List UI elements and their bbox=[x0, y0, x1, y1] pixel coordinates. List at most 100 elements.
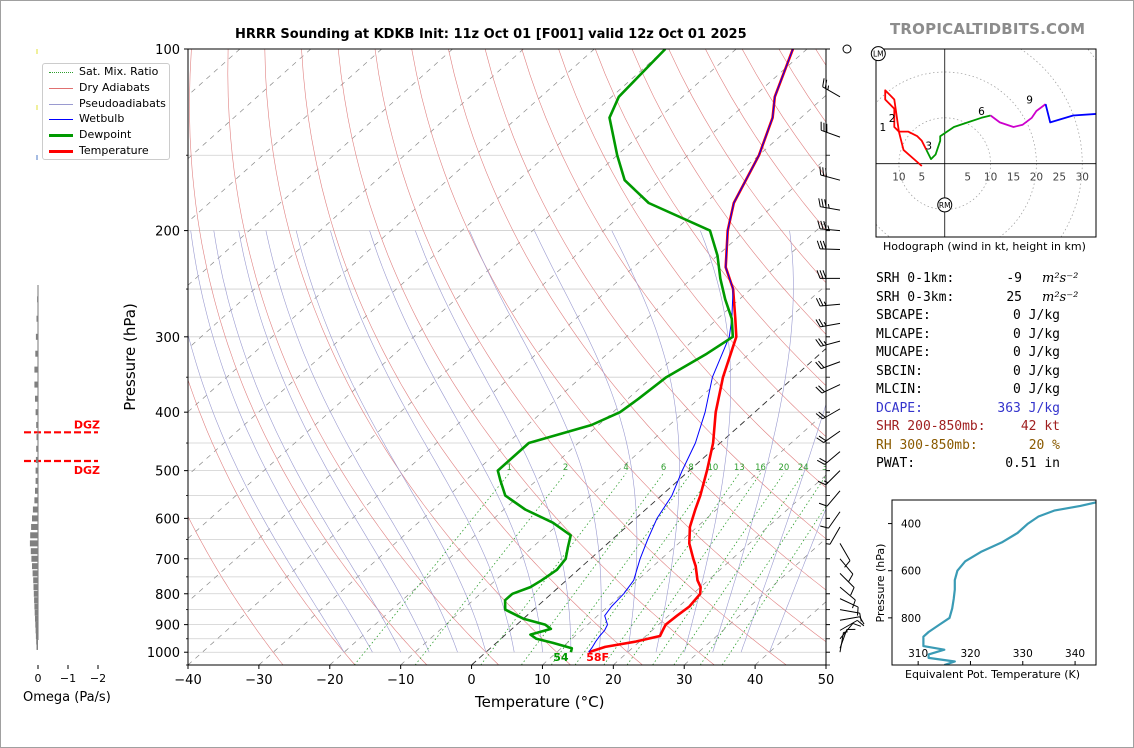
x-tick-label: 0 bbox=[467, 673, 475, 688]
isotherm-line bbox=[188, 49, 737, 539]
hodograph-caption: Hodograph (wind in kt, height in km) bbox=[883, 240, 1086, 253]
stat-value: 25 bbox=[1006, 289, 1022, 305]
theta-e-xlabel: Equivalent Pot. Temperature (K) bbox=[905, 668, 1080, 681]
hodograph-tick-label: 10 bbox=[984, 172, 997, 184]
legend-label: Temperature bbox=[79, 143, 149, 157]
pseudoadiabat-line bbox=[684, 230, 732, 653]
mixing-ratio-label: 13 bbox=[734, 463, 745, 473]
hodograph-segment bbox=[884, 89, 928, 167]
legend-item-dry-adiabats: Dry Adiabats bbox=[43, 80, 169, 96]
dry-adiabat-line bbox=[264, 49, 571, 665]
barb-flag bbox=[824, 199, 827, 208]
stat-key: SBCAPE: bbox=[876, 308, 931, 323]
stat-key: MLCIN: bbox=[876, 382, 923, 397]
pseudoadiabat-line bbox=[534, 230, 638, 653]
barb-shaft bbox=[822, 86, 841, 98]
pseudoadiabat-line bbox=[712, 230, 794, 653]
mixing-ratio-line bbox=[574, 473, 714, 665]
theta-e-ylabel: Pressure (hPa) bbox=[874, 544, 887, 623]
omega-bar bbox=[36, 445, 38, 452]
barb-flag bbox=[844, 560, 851, 568]
profile-temperature bbox=[588, 49, 795, 654]
stat-key: SHR 200-850mb: bbox=[876, 419, 986, 434]
mixing-ratio-label: 30 bbox=[822, 463, 833, 473]
legend-label: Dry Adiabats bbox=[79, 80, 150, 94]
dry-adiabat-line bbox=[188, 515, 284, 665]
theta-e-x-tick-label: 310 bbox=[908, 648, 928, 660]
legend-item-pseudoadiabats: Pseudoadiabats bbox=[43, 96, 169, 112]
omega-bar bbox=[30, 548, 38, 555]
stat-key: SRH 0-1km: bbox=[876, 271, 955, 286]
isotherm-line bbox=[188, 49, 453, 286]
barb-flag bbox=[815, 386, 823, 394]
y-tick-label: 400 bbox=[155, 406, 180, 421]
stat-value: 42 kt bbox=[1020, 419, 1060, 434]
barb-flag bbox=[823, 221, 827, 230]
hodograph-trace bbox=[884, 89, 1096, 167]
mixing-ratio-line bbox=[721, 505, 826, 665]
omega-bar bbox=[32, 570, 38, 577]
pseudoadiabat-line bbox=[369, 230, 543, 653]
barb-flag bbox=[815, 339, 822, 347]
pseudoadiabat-line bbox=[330, 230, 515, 653]
skewt-ylabel: Pressure (hPa) bbox=[121, 303, 139, 411]
barb-flag bbox=[815, 413, 823, 420]
legend: Sat. Mix. Ratio Dry Adiabats Pseudoadiab… bbox=[42, 63, 170, 160]
omega-bar bbox=[35, 350, 38, 357]
barb-flag bbox=[815, 298, 821, 307]
isotherm-line bbox=[613, 474, 826, 665]
y-tick-label: 600 bbox=[155, 512, 180, 527]
surface-dewpoint-label: 54 bbox=[553, 651, 569, 664]
dgz-label: DGZ bbox=[74, 464, 100, 477]
x-tick-label: −20 bbox=[316, 673, 343, 688]
barb-half bbox=[827, 203, 830, 209]
omega-tick-label: 0 bbox=[35, 672, 42, 685]
stat-key: SBCIN: bbox=[876, 363, 923, 379]
chart-title: HRRR Sounding at KDKB Init: 11z Oct 01 [… bbox=[235, 27, 747, 42]
skewt-profile-lines bbox=[496, 49, 795, 654]
dry-adiabat-line bbox=[189, 49, 428, 665]
dry-adiabat-line bbox=[1109, 49, 1134, 665]
barb-flag bbox=[852, 622, 862, 627]
omega-bar bbox=[36, 315, 38, 322]
barb-flag bbox=[822, 270, 827, 279]
omega-bar bbox=[36, 638, 38, 645]
pseudoadiabat-line bbox=[238, 230, 430, 653]
barb-flag bbox=[825, 168, 827, 177]
legend-label: Dewpoint bbox=[79, 128, 132, 142]
stat-value: 0 J/kg bbox=[1013, 363, 1060, 379]
pseudoadiabat-line bbox=[769, 507, 826, 653]
pseudoadiabat-line bbox=[190, 230, 373, 653]
stat-value: -9 bbox=[1006, 271, 1022, 286]
omega-bar bbox=[32, 563, 38, 570]
legend-swatch bbox=[49, 134, 73, 138]
barb-flag bbox=[816, 437, 824, 444]
x-tick-label: 30 bbox=[676, 673, 693, 688]
dry-adiabat-line bbox=[337, 49, 715, 665]
barb-shaft bbox=[821, 384, 841, 394]
stat-key: MLCAPE: bbox=[876, 326, 931, 342]
barb-flag bbox=[850, 587, 855, 596]
omega-bar bbox=[35, 621, 38, 628]
barb-shaft bbox=[821, 361, 841, 370]
omega-bar bbox=[37, 296, 39, 303]
theta-e-y-tick-label: 600 bbox=[901, 566, 921, 578]
dgz-label: DGZ bbox=[74, 418, 100, 431]
legend-item-wetbulb: Wetbulb bbox=[43, 111, 169, 127]
barb-shaft bbox=[839, 632, 844, 653]
mixing-ratio-label: 10 bbox=[707, 463, 718, 473]
y-tick-label: 200 bbox=[155, 225, 180, 240]
legend-swatch bbox=[49, 119, 73, 121]
hodograph-height-label: 1 bbox=[880, 122, 887, 134]
omega-bar bbox=[34, 603, 38, 610]
omega-bar bbox=[31, 555, 38, 562]
barb-shaft bbox=[829, 526, 841, 545]
barb-half bbox=[843, 631, 848, 634]
omega-bar bbox=[34, 366, 38, 373]
hodograph-segment bbox=[925, 114, 991, 160]
stat-value: 0 J/kg bbox=[1013, 308, 1060, 323]
storm-motion-marker bbox=[937, 197, 953, 213]
barb-shaft bbox=[839, 598, 859, 608]
barb-flag bbox=[818, 198, 821, 207]
stat-key: DCAPE: bbox=[876, 400, 923, 416]
